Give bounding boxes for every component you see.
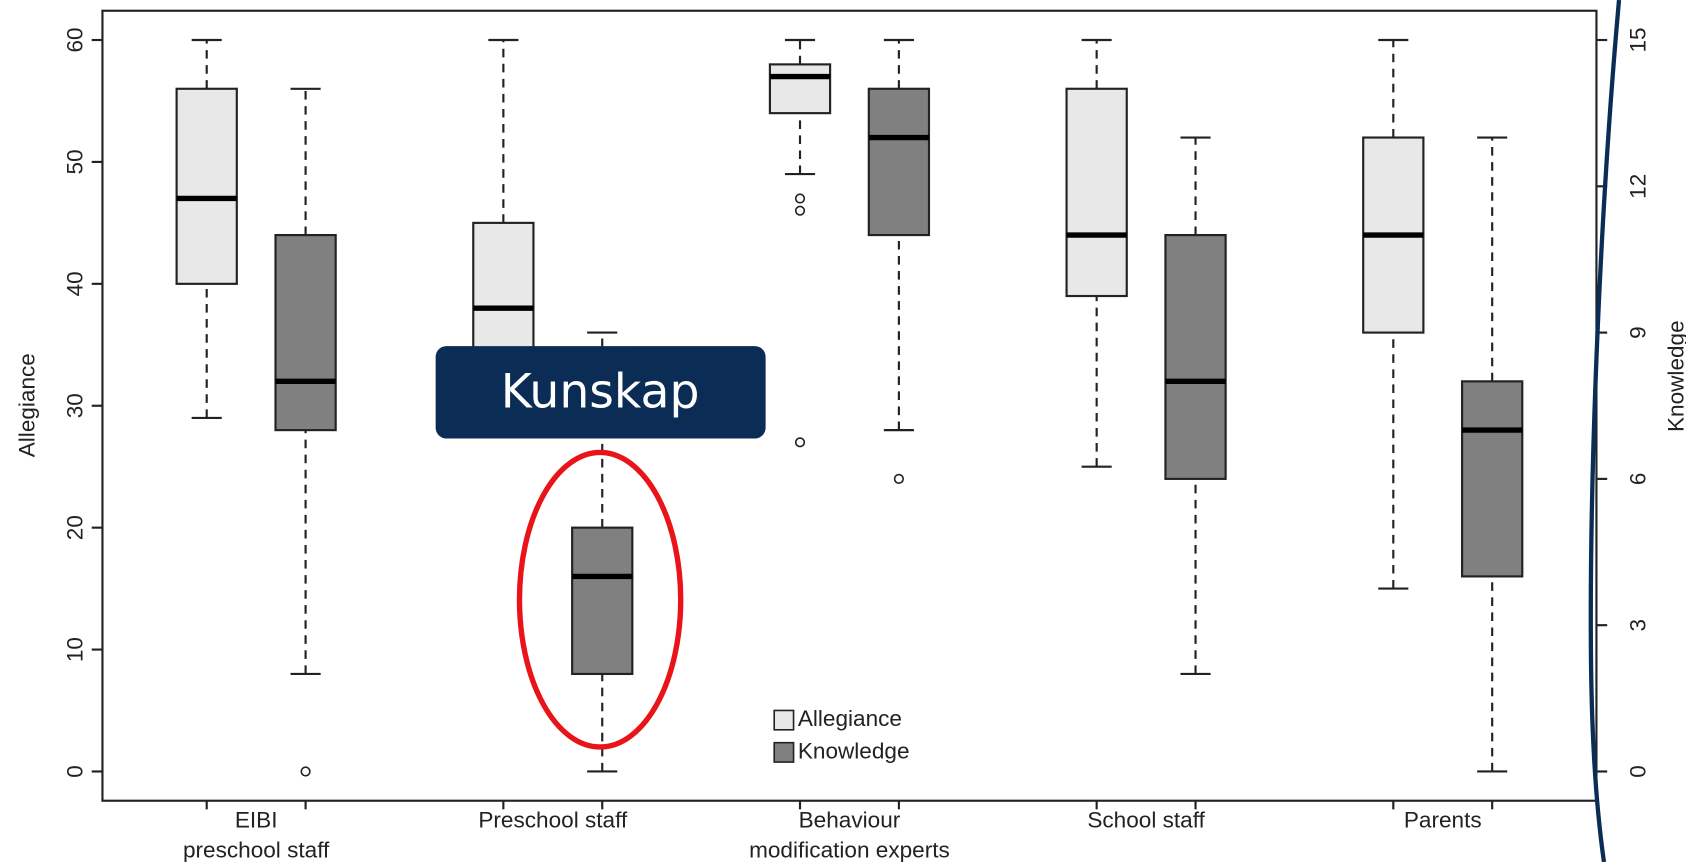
- annotation-box: [435, 346, 766, 439]
- y2-tick-label: 12: [1625, 174, 1650, 199]
- x-tick-label-box: Behaviour modification experts: [749, 808, 950, 862]
- y-tick-label: 30: [63, 393, 88, 418]
- y-tick-label: 0: [63, 765, 88, 778]
- x-tick-label: EIBI preschool staff: [182, 808, 330, 862]
- box: [274, 233, 337, 432]
- x-tick-label-box: Preschool staff: [478, 808, 628, 833]
- y-tick-label: 60: [63, 27, 88, 52]
- legend-label: Knowledge: [798, 738, 910, 763]
- box: [768, 63, 832, 115]
- highlight-ellipse: [516, 449, 684, 750]
- outlier: [300, 766, 311, 777]
- outlier: [794, 193, 806, 204]
- y2-axis-label: Knowledge: [1664, 320, 1686, 432]
- y2-tick-label: 6: [1625, 473, 1650, 486]
- x-tick-label-box: Parents: [1403, 808, 1482, 833]
- box: [571, 526, 634, 676]
- outlier: [794, 205, 806, 216]
- box: [1461, 380, 1524, 578]
- x-tick-label: Behaviour modification experts: [749, 808, 950, 862]
- x-tick-label: Parents: [1403, 808, 1482, 833]
- box: [867, 87, 931, 237]
- x-tick-label-box: School staff: [1087, 808, 1205, 833]
- y-tick-label: 10: [63, 637, 88, 662]
- y-tick-label: 50: [63, 149, 88, 174]
- annotation-text: Kunskap: [501, 364, 700, 419]
- box: [1065, 87, 1128, 298]
- y-tick-label: 40: [63, 271, 88, 296]
- y2-tick-label: 3: [1625, 619, 1650, 632]
- y2-tick-label: 15: [1625, 27, 1650, 52]
- legend-label: Allegiance: [798, 706, 902, 731]
- legend-swatch: [773, 709, 795, 731]
- x-tick-label-box: EIBI preschool staff: [182, 808, 330, 862]
- outlier: [794, 437, 806, 448]
- x-tick-label: School staff: [1087, 808, 1205, 833]
- box: [1164, 233, 1227, 480]
- outlier: [893, 473, 904, 484]
- box: [175, 87, 238, 285]
- x-tick-label: Preschool staff: [478, 808, 628, 833]
- highlight-curve: [1588, 0, 1622, 862]
- y-axis-label: Allegiance: [15, 353, 40, 457]
- y2-tick-label: 9: [1625, 326, 1650, 339]
- y-tick-label: 20: [63, 515, 88, 540]
- legend-swatch: [773, 741, 795, 763]
- y2-tick-label: 0: [1625, 765, 1650, 778]
